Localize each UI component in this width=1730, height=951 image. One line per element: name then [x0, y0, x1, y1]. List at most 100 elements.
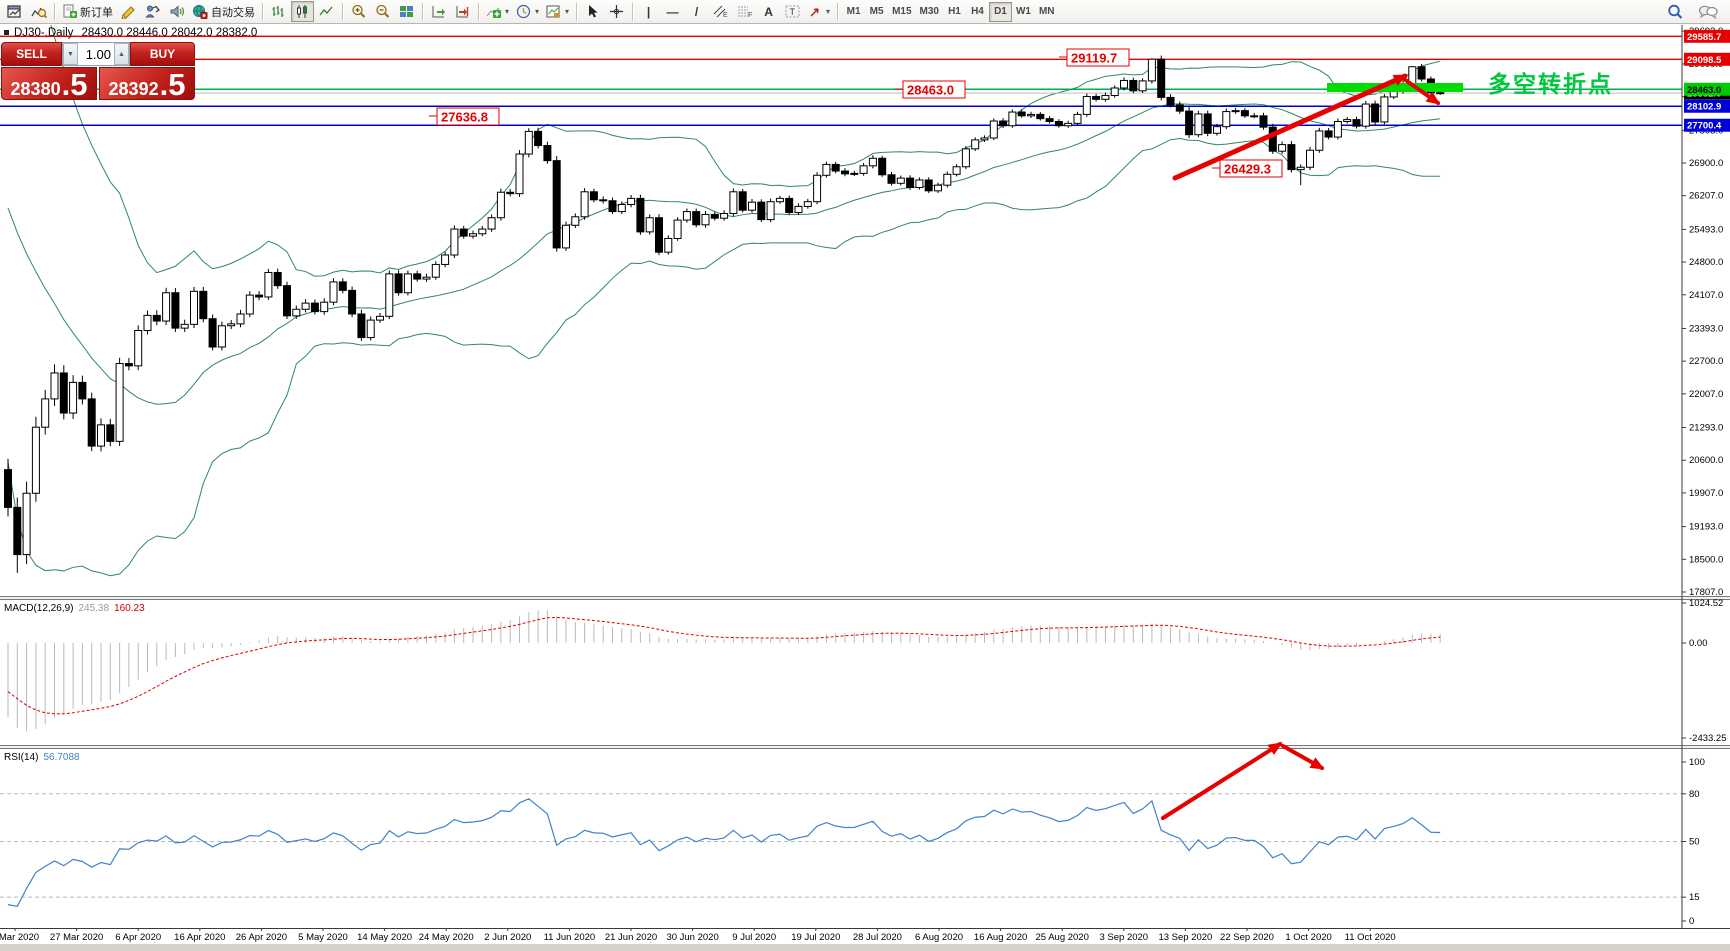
periods-dropdown-caret[interactable]: ▾	[535, 7, 540, 16]
candle-body	[310, 302, 319, 313]
candle-body	[459, 228, 468, 237]
candle-body	[1175, 104, 1184, 112]
toolbar-separator	[342, 2, 343, 21]
candle-body	[124, 363, 133, 367]
trendline-icon: /	[694, 4, 699, 19]
timeframe-m15-button[interactable]: M15	[888, 2, 915, 22]
candle-body	[1036, 113, 1045, 120]
candle-body	[348, 289, 357, 315]
candle-body	[115, 363, 124, 442]
candle-body	[236, 313, 245, 325]
templates-dropdown-caret[interactable]: ▾	[565, 7, 570, 16]
volume-input[interactable]	[78, 43, 114, 65]
candle-body	[450, 228, 459, 256]
metaeditor-icon	[120, 6, 135, 19]
arrows-button[interactable]: ▾	[805, 1, 833, 22]
channel-button[interactable]: E	[709, 1, 732, 22]
strategy-tester-button[interactable]	[141, 1, 164, 22]
timeframe-h1-button[interactable]: H1	[943, 2, 966, 22]
timeframe-w1-button[interactable]: W1	[1012, 2, 1035, 22]
line-chart-button[interactable]	[315, 1, 338, 22]
indicators-dropdown-caret[interactable]: ▾	[505, 7, 510, 16]
candle-body	[1380, 96, 1389, 123]
metaeditor-button[interactable]	[117, 1, 140, 22]
candle-body	[1333, 120, 1342, 138]
symbol-ohlc: 28430.0 28446.0 28042.0 28382.0	[81, 27, 257, 39]
time-label: 22 Sep 2020	[1220, 932, 1274, 943]
new-order-button[interactable]: 新订单	[59, 1, 116, 22]
indicators-macd-name: MACD(12,26,9)	[4, 603, 73, 614]
candle-body	[152, 314, 161, 322]
periods-button[interactable]: ▾	[513, 1, 542, 22]
sell-price-int: 28380	[10, 79, 61, 99]
timeframe-mn-button[interactable]: MN	[1035, 2, 1059, 22]
indicators-button[interactable]: ▾	[483, 1, 512, 22]
timeframe-m5-button[interactable]: M5	[865, 2, 888, 22]
candle-body	[496, 191, 505, 219]
candle-body	[682, 211, 691, 221]
zoom-in-button[interactable]	[347, 1, 370, 22]
candle-body	[329, 281, 338, 303]
price-tick-label: 21293.0	[1689, 423, 1723, 434]
label-button[interactable]: T	[781, 1, 804, 22]
vertical-line-button[interactable]: |	[637, 1, 660, 22]
timeframe-d1-button[interactable]: D1	[988, 1, 1012, 22]
candle-body	[1371, 103, 1380, 123]
sell-button[interactable]: SELL	[1, 42, 62, 66]
alerts-button[interactable]	[165, 1, 188, 22]
bar-chart-button[interactable]	[267, 1, 290, 22]
arrows-icon	[810, 7, 819, 17]
rsi-tick-label: 100	[1689, 757, 1705, 768]
candlestick-chart-button[interactable]	[291, 1, 314, 22]
bollinger-upper-band	[50, 25, 1441, 277]
arrows-dropdown-caret[interactable]: ▾	[826, 7, 831, 16]
time-label: 8 Mar 2020	[0, 932, 39, 943]
tile-windows-button[interactable]	[395, 1, 418, 22]
tick-chart-button[interactable]	[27, 1, 50, 22]
rsi-value: 56.7088	[43, 752, 80, 763]
turning-point-annotation: 多空转折点	[1488, 71, 1613, 97]
candle-body	[673, 219, 682, 239]
candle-body	[627, 197, 636, 206]
text-button[interactable]: A	[757, 1, 780, 22]
candle-body	[552, 160, 561, 249]
trendline-button[interactable]: /	[685, 1, 708, 22]
crosshair-button[interactable]	[605, 1, 628, 22]
zoom-out-button[interactable]	[371, 1, 394, 22]
time-label: 16 Apr 2020	[174, 932, 225, 943]
timeframe-m30-button[interactable]: M30	[916, 2, 943, 22]
autotrading-button[interactable]: 自动交易	[189, 1, 258, 22]
auto-scroll-button[interactable]	[427, 1, 450, 22]
candle-body	[757, 201, 766, 221]
volume-decrease-button[interactable]: ▼	[63, 43, 78, 65]
search-button[interactable]	[1664, 1, 1687, 22]
candle-body	[766, 201, 775, 221]
volume-increase-button[interactable]: ▲	[114, 43, 129, 65]
price-badge-label: 28463.0	[1687, 85, 1721, 96]
trend-arrow-annotation	[1402, 77, 1441, 105]
trend-arrow-annotation	[1172, 73, 1408, 181]
timeframe-m1-button[interactable]: M1	[842, 2, 865, 22]
buy-button[interactable]: BUY	[130, 42, 195, 66]
callout-box	[902, 80, 966, 99]
candle-body	[283, 285, 291, 317]
templates-button[interactable]: ▾	[543, 1, 572, 22]
cursor-button[interactable]	[581, 1, 604, 22]
sell-price[interactable]: 28380 .5	[1, 67, 97, 100]
time-label: 25 Aug 2020	[1036, 932, 1089, 943]
fibonacci-button[interactable]: F	[733, 1, 756, 22]
new-chart-button[interactable]	[3, 1, 26, 22]
indicator-labels-group: MACD(12,26,9) 245.38 160.23 RSI(14) 56.7088	[4, 603, 145, 763]
chart-shift-button[interactable]	[451, 1, 474, 22]
horizontal-line-button[interactable]: —	[661, 1, 684, 22]
chat-button[interactable]	[1695, 1, 1721, 22]
chart-callouts-group: 29119.7 28463.0 27636.8 26429.3	[429, 48, 1283, 178]
buy-price[interactable]: 28392 .5	[99, 67, 195, 100]
candle-body	[831, 163, 840, 172]
candle-body	[22, 492, 31, 556]
timeframe-h4-button[interactable]: H4	[966, 2, 989, 22]
candle-body	[1129, 79, 1138, 92]
price-badge-label: 27700.4	[1687, 121, 1722, 132]
rsi-label: RSI(14) 56.7088	[4, 752, 80, 763]
